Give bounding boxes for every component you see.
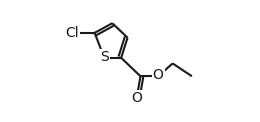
Text: O: O (131, 91, 142, 105)
Text: S: S (100, 50, 109, 64)
Text: O: O (153, 68, 164, 82)
Text: Cl: Cl (65, 26, 79, 40)
